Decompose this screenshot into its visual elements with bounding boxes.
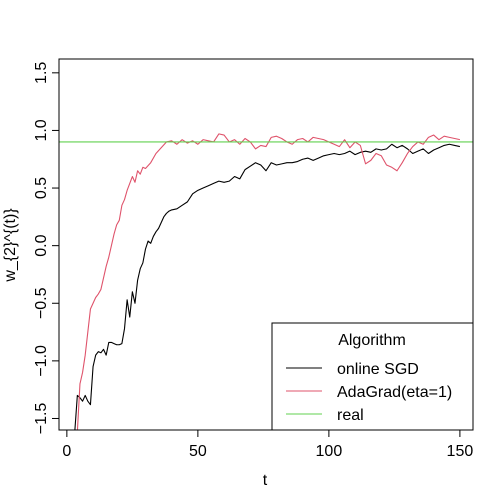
x-axis: 0 50 100 150 xyxy=(62,429,474,460)
legend: Algorithm online SGD AdaGrad(eta=1) real xyxy=(271,322,474,431)
legend-title: Algorithm xyxy=(338,332,406,349)
y-axis: −1.5 −1.0 −0.5 0.0 0.5 1.0 1.5 xyxy=(33,62,60,435)
legend-box xyxy=(271,322,474,431)
x-tick-label: 50 xyxy=(189,443,207,460)
legend-label: AdaGrad(eta=1) xyxy=(337,384,452,401)
y-tick-label: 0.5 xyxy=(33,177,50,199)
y-tick-label: 1.5 xyxy=(33,62,50,84)
series-line-adagrad-eta-1 xyxy=(76,133,461,430)
x-axis-title: t xyxy=(263,472,268,489)
y-tick-label: −0.5 xyxy=(33,287,50,319)
y-tick-label: −1.5 xyxy=(33,403,50,435)
x-tick-label: 0 xyxy=(62,443,71,460)
x-tick-label: 150 xyxy=(447,443,474,460)
y-tick-label: −1.0 xyxy=(33,345,50,377)
series-group xyxy=(59,133,473,430)
legend-label: online SGD xyxy=(337,361,419,378)
y-axis-title: w_{2}^{(t)} xyxy=(2,208,19,283)
series-line-online-sgd xyxy=(74,143,461,430)
y-tick-label: 1.0 xyxy=(33,119,50,141)
y-tick-label: 0.0 xyxy=(33,234,50,256)
x-tick-label: 100 xyxy=(316,443,343,460)
legend-label: real xyxy=(337,407,364,424)
